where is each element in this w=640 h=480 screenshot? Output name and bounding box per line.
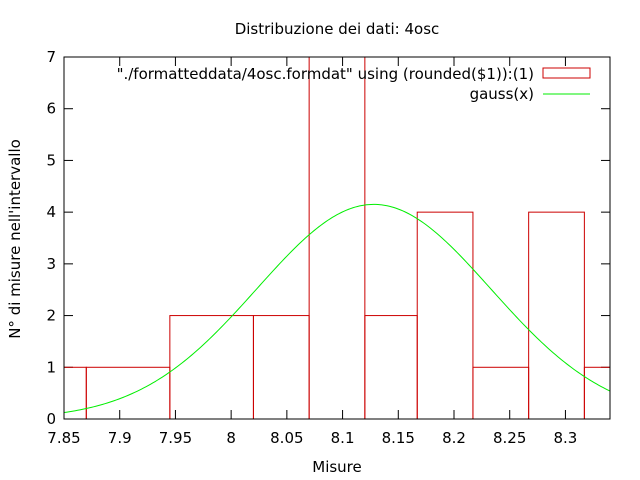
chart-title: Distribuzione dei dati: 4osc — [235, 20, 440, 38]
histogram-bar-6 — [416, 211, 474, 420]
histogram-bar-5 — [364, 315, 418, 420]
y-tick-label: 4 — [46, 203, 56, 221]
x-tick-labels: 7.85 7.9 7.95 8 8.05 8.1 8.15 8.2 8.25 8.3 — [47, 429, 577, 447]
x-axis-label: Misure — [312, 458, 362, 476]
y-tick-label: 2 — [46, 307, 56, 325]
histogram-bar-7 — [472, 366, 530, 420]
gauss-curve — [63, 203, 611, 414]
y-tick-label: 6 — [46, 100, 56, 118]
x-tick-label: 8.05 — [270, 429, 303, 447]
x-tick-label: 8.2 — [442, 429, 466, 447]
x-tick-label: 8.1 — [331, 429, 355, 447]
x-tick-label: 7.95 — [159, 429, 192, 447]
x-tick-label: 7.9 — [108, 429, 132, 447]
histogram-bar-4 — [308, 56, 366, 420]
histogram-bar-3 — [252, 315, 310, 420]
histogram-bar-1 — [85, 366, 171, 420]
y-tick-label: 5 — [46, 151, 56, 169]
x-tick-label: 8 — [226, 429, 236, 447]
x-tick-label: 8.3 — [553, 429, 577, 447]
y-tick-label: 1 — [46, 358, 56, 376]
x-tick-label: 8.25 — [493, 429, 526, 447]
x-tick-label: 7.85 — [47, 429, 80, 447]
plot-frame — [63, 56, 611, 420]
legend-label-histogram: "./formatteddata/4osc.formdat" using (ro… — [117, 65, 534, 83]
histogram-bar-9 — [583, 366, 611, 420]
legend: "./formatteddata/4osc.formdat" using (ro… — [117, 65, 591, 103]
histogram-bar-2 — [169, 315, 254, 420]
histogram-bar-8 — [528, 211, 585, 420]
y-tick-labels: 0 1 2 3 4 5 6 7 — [46, 48, 56, 428]
y-tick-label: 0 — [46, 410, 56, 428]
axis-ticks — [63, 56, 610, 420]
histogram-bars — [63, 56, 611, 420]
legend-label-gauss: gauss(x) — [470, 85, 534, 103]
y-axis-label: N° di misure nell'intervallo — [6, 139, 24, 339]
x-tick-label: 8.15 — [382, 429, 415, 447]
y-tick-label: 3 — [46, 255, 56, 273]
legend-swatch-histogram — [542, 67, 591, 79]
y-tick-label: 7 — [46, 48, 56, 66]
